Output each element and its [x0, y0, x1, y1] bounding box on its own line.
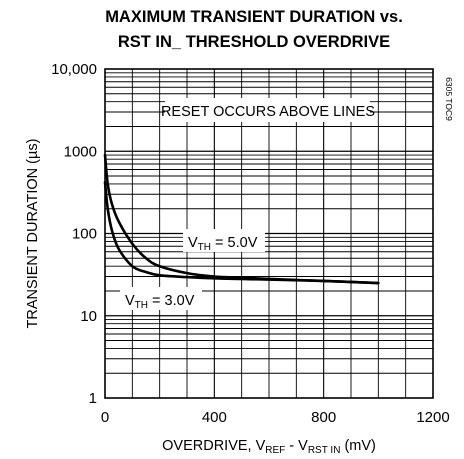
series-lines — [103, 153, 380, 285]
grid — [105, 69, 433, 398]
series-label-5v-sub: TH — [198, 242, 211, 253]
series-label-5v-rest: = 5.0V — [211, 235, 258, 251]
x-axis-label: OVERDRIVE, VREF - VRST IN (mV) — [162, 438, 376, 456]
series-label-5v-main: V — [188, 235, 198, 251]
chart-title-line2: RST IN_ THRESHOLD OVERDRIVE — [118, 33, 390, 51]
y-tick-label: 10 — [80, 308, 97, 325]
x-tick-label: 400 — [202, 409, 227, 426]
series-label-3v-main: V — [125, 293, 135, 309]
y-tick-label: 100 — [72, 226, 97, 243]
x-tick-label: 1200 — [416, 409, 449, 426]
series-label-vth-3v: VTH = 3.0V — [125, 293, 195, 311]
x-tick-label: 800 — [311, 409, 336, 426]
series-label-3v-background — [120, 287, 202, 310]
y-axis-label: TRANSIENT DURATION (µs) — [25, 139, 41, 329]
y-tick-labels: 1 10 100 1000 10,000 — [51, 61, 97, 407]
annotation-reset-above-lines: RESET OCCURS ABOVE LINES — [161, 104, 375, 120]
x-axis-label-sub1: REF — [265, 445, 285, 456]
series-label-3v-rest: = 3.0V — [148, 293, 195, 309]
series-label-3v-sub: TH — [135, 300, 148, 311]
x-axis-label-sub2: RST IN — [308, 445, 341, 456]
x-axis-label-mid: - V — [285, 438, 308, 454]
x-tick-labels: 0 400 800 1200 — [101, 409, 450, 426]
series-label-vth-5v: VTH = 5.0V — [188, 235, 258, 253]
y-tick-label: 1 — [89, 390, 97, 407]
series-label-5v-background — [183, 229, 265, 252]
figure-id: 6305 TOC9 — [444, 77, 454, 121]
annotation-background — [165, 98, 370, 122]
series-line-vth-3v — [103, 180, 380, 285]
x-tick-label: 0 — [101, 409, 109, 426]
chart-title-line1: MAXIMUM TRANSIENT DURATION vs. — [105, 8, 403, 26]
plot-frame — [104, 68, 434, 399]
y-tick-label: 1000 — [64, 143, 97, 160]
x-axis-label-prefix: OVERDRIVE, V — [162, 438, 265, 454]
y-tick-label: 10,000 — [51, 61, 97, 78]
x-axis-label-suffix: (mV) — [340, 438, 375, 454]
